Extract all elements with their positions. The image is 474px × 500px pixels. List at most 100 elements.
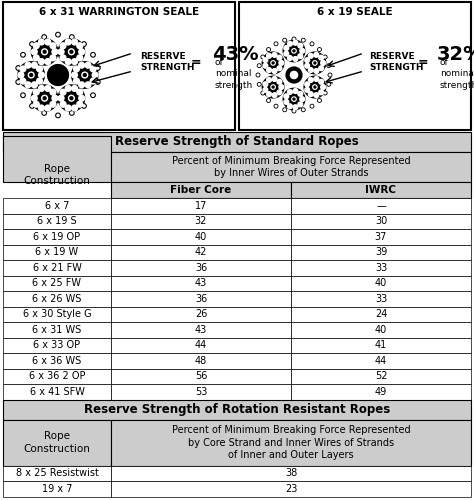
Circle shape bbox=[82, 72, 88, 78]
Circle shape bbox=[73, 78, 79, 84]
Circle shape bbox=[267, 78, 272, 82]
Circle shape bbox=[57, 114, 59, 116]
Bar bbox=[3, 466, 111, 481]
Circle shape bbox=[79, 49, 84, 54]
Circle shape bbox=[42, 96, 47, 101]
Circle shape bbox=[91, 93, 95, 98]
Circle shape bbox=[262, 56, 264, 58]
Circle shape bbox=[58, 85, 84, 112]
Circle shape bbox=[271, 85, 275, 89]
Circle shape bbox=[263, 58, 268, 62]
Circle shape bbox=[96, 80, 100, 84]
Circle shape bbox=[31, 96, 37, 101]
Circle shape bbox=[36, 78, 43, 84]
Bar bbox=[3, 136, 111, 182]
Text: 48: 48 bbox=[195, 356, 207, 366]
Bar bbox=[291, 260, 471, 276]
Circle shape bbox=[267, 68, 272, 72]
Circle shape bbox=[33, 102, 39, 107]
Text: 36: 36 bbox=[195, 294, 207, 304]
Bar bbox=[3, 276, 111, 291]
Circle shape bbox=[85, 62, 91, 68]
Circle shape bbox=[279, 60, 284, 66]
Circle shape bbox=[272, 68, 277, 73]
Bar bbox=[3, 481, 111, 496]
Circle shape bbox=[302, 109, 304, 110]
Text: 6 x 33 OP: 6 x 33 OP bbox=[34, 340, 81, 350]
Circle shape bbox=[328, 74, 332, 76]
Bar bbox=[3, 338, 111, 353]
Circle shape bbox=[56, 113, 60, 117]
Circle shape bbox=[79, 96, 84, 101]
Text: Rope
Construction: Rope Construction bbox=[24, 432, 91, 454]
Bar bbox=[3, 229, 111, 244]
Bar bbox=[291, 182, 471, 198]
Text: 26: 26 bbox=[195, 309, 207, 320]
Circle shape bbox=[257, 74, 259, 76]
Circle shape bbox=[311, 43, 313, 44]
Circle shape bbox=[71, 112, 73, 114]
Circle shape bbox=[277, 66, 282, 70]
Circle shape bbox=[305, 82, 310, 86]
Bar bbox=[3, 368, 111, 384]
Circle shape bbox=[73, 66, 79, 72]
Circle shape bbox=[52, 49, 58, 54]
Circle shape bbox=[43, 50, 46, 53]
Circle shape bbox=[43, 97, 46, 100]
Circle shape bbox=[268, 100, 269, 102]
Circle shape bbox=[42, 35, 46, 39]
Circle shape bbox=[17, 81, 19, 83]
Circle shape bbox=[257, 64, 261, 68]
Circle shape bbox=[65, 39, 71, 45]
Circle shape bbox=[79, 82, 84, 87]
Circle shape bbox=[293, 56, 298, 62]
Circle shape bbox=[313, 85, 317, 89]
Bar bbox=[111, 291, 291, 306]
Text: 6 x 31 WS: 6 x 31 WS bbox=[32, 325, 82, 335]
Circle shape bbox=[43, 112, 46, 114]
Circle shape bbox=[45, 58, 51, 64]
Circle shape bbox=[70, 35, 74, 39]
Bar bbox=[111, 306, 291, 322]
Bar bbox=[291, 353, 471, 368]
Circle shape bbox=[283, 40, 305, 62]
Circle shape bbox=[293, 88, 298, 94]
Circle shape bbox=[321, 84, 326, 89]
Circle shape bbox=[301, 108, 305, 112]
Circle shape bbox=[33, 43, 39, 49]
Text: 44: 44 bbox=[195, 340, 207, 350]
Circle shape bbox=[77, 90, 82, 95]
Circle shape bbox=[30, 104, 34, 108]
Text: 40: 40 bbox=[375, 325, 387, 335]
Bar bbox=[291, 368, 471, 384]
Bar bbox=[111, 420, 471, 466]
Text: 43: 43 bbox=[195, 278, 207, 288]
Text: 17: 17 bbox=[195, 200, 207, 211]
Circle shape bbox=[288, 56, 292, 60]
Bar bbox=[3, 306, 111, 322]
Circle shape bbox=[319, 56, 324, 60]
Circle shape bbox=[314, 52, 319, 57]
Circle shape bbox=[47, 64, 68, 86]
Circle shape bbox=[310, 104, 314, 108]
Circle shape bbox=[324, 92, 326, 94]
Text: 33: 33 bbox=[375, 294, 387, 304]
Text: 6 x 41 SFW: 6 x 41 SFW bbox=[29, 387, 84, 397]
Circle shape bbox=[30, 42, 34, 46]
Text: 32: 32 bbox=[195, 216, 207, 226]
Circle shape bbox=[277, 56, 282, 60]
Circle shape bbox=[267, 92, 272, 96]
Text: 6 x 36 WS: 6 x 36 WS bbox=[32, 356, 82, 366]
Text: 53: 53 bbox=[195, 387, 207, 397]
Circle shape bbox=[70, 111, 74, 115]
Bar bbox=[111, 276, 291, 291]
Bar bbox=[291, 214, 471, 229]
Circle shape bbox=[262, 92, 264, 94]
Text: 39: 39 bbox=[375, 247, 387, 257]
Text: 24: 24 bbox=[375, 309, 387, 320]
Text: 6 x 30 Style G: 6 x 30 Style G bbox=[23, 309, 91, 320]
Text: Rope
Construction: Rope Construction bbox=[24, 164, 91, 186]
Bar bbox=[111, 260, 291, 276]
Circle shape bbox=[318, 98, 321, 102]
Bar bbox=[111, 368, 291, 384]
